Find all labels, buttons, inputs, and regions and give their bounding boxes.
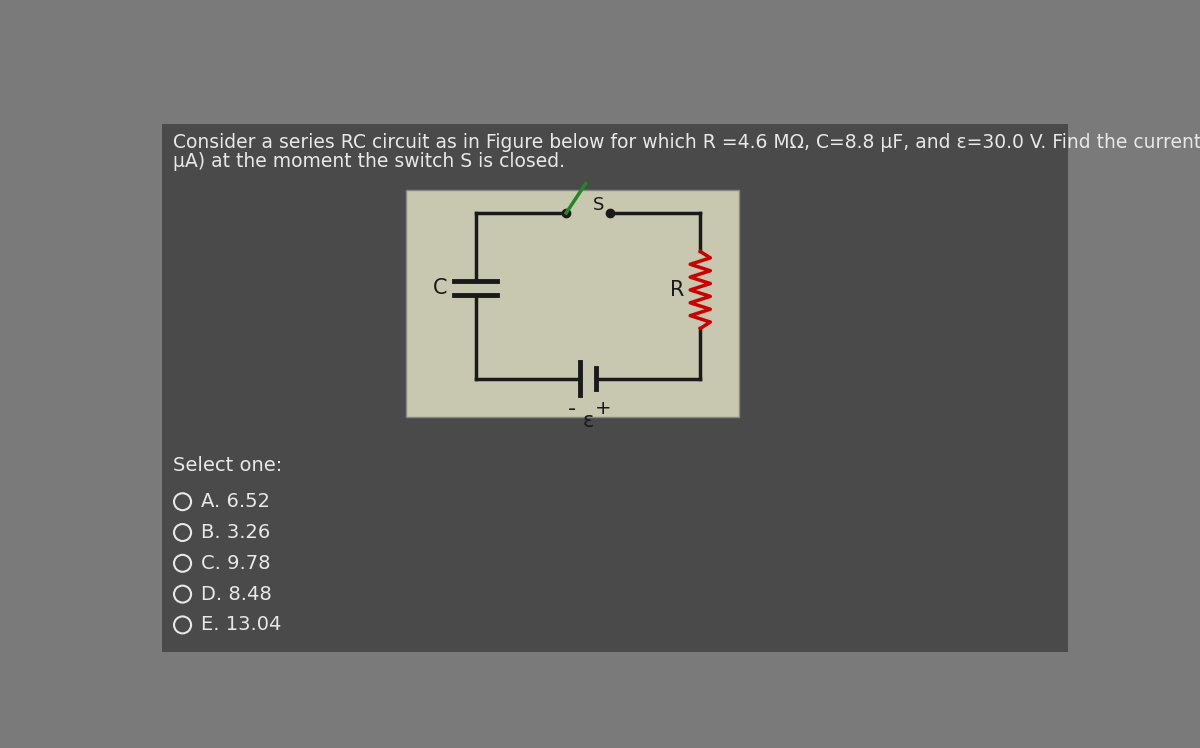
Text: C. 9.78: C. 9.78 xyxy=(202,554,271,573)
FancyBboxPatch shape xyxy=(406,190,739,417)
Text: Select one:: Select one: xyxy=(173,456,282,475)
FancyBboxPatch shape xyxy=(162,124,1068,652)
Text: A. 6.52: A. 6.52 xyxy=(202,492,270,511)
Text: C: C xyxy=(433,278,448,298)
Text: D. 8.48: D. 8.48 xyxy=(202,585,272,604)
Text: S: S xyxy=(593,196,604,214)
Text: B. 3.26: B. 3.26 xyxy=(202,523,270,542)
Text: ε: ε xyxy=(582,411,594,431)
Text: -: - xyxy=(569,399,576,419)
Text: μA) at the moment the switch S is closed.: μA) at the moment the switch S is closed… xyxy=(173,152,565,171)
Text: +: + xyxy=(595,399,612,417)
Text: E. 13.04: E. 13.04 xyxy=(202,616,282,634)
Text: Consider a series RC circuit as in Figure below for which R =4.6 MΩ, C=8.8 μF, a: Consider a series RC circuit as in Figur… xyxy=(173,132,1200,152)
Text: R: R xyxy=(670,280,684,300)
